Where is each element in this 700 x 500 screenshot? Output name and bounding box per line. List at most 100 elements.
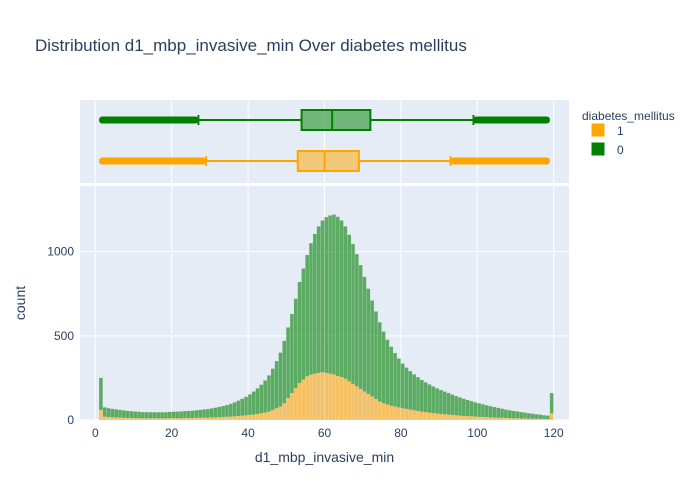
histogram-bar-0: [504, 409, 508, 418]
histogram-bar-0: [530, 413, 535, 419]
histogram-bar-0: [156, 412, 160, 419]
x-tick-label: 0: [92, 426, 99, 440]
histogram-bar-1: [400, 408, 405, 420]
legend-item-0[interactable]: 0: [591, 142, 624, 157]
histogram-bar-0: [488, 406, 493, 418]
histogram-bar-0: [255, 388, 260, 414]
histogram-bar-1: [347, 381, 351, 420]
histogram-bar-1: [198, 417, 202, 420]
legend-item-1[interactable]: 1: [591, 123, 624, 138]
histogram-bar-1: [500, 417, 504, 420]
histogram-bar-1: [118, 417, 122, 420]
histogram-bar-0: [523, 412, 527, 419]
histogram-bar-1: [316, 372, 321, 420]
histogram-bar-0: [133, 411, 138, 419]
histogram-bar-1: [232, 416, 237, 420]
histogram-bar-1: [206, 417, 210, 420]
histogram-bar-0: [175, 411, 180, 419]
histogram-bar-1: [171, 418, 176, 420]
histogram-bar-1: [366, 393, 371, 420]
histogram-bar-0: [393, 352, 397, 407]
histogram-bar-0: [102, 407, 107, 417]
histogram-bar-0: [198, 409, 202, 418]
histogram-bar-1: [446, 414, 451, 420]
histogram-bar-1: [484, 417, 489, 420]
histogram-bars: [99, 214, 554, 420]
histogram-bar-1: [332, 374, 336, 420]
histogram-bar-0: [385, 339, 390, 405]
histogram-bar-1: [255, 413, 260, 420]
histogram-bar-0: [408, 371, 413, 410]
histogram-bar-0: [492, 407, 497, 418]
histogram-bar-1: [412, 410, 416, 420]
histogram-bar-1: [309, 374, 313, 420]
chart-title: Distribution d1_mbp_invasive_min Over di…: [35, 36, 467, 55]
x-tick-label: 80: [394, 426, 408, 440]
histogram-bar-0: [370, 300, 374, 397]
histogram-bar-0: [160, 412, 164, 419]
histogram-bar-0: [339, 220, 344, 378]
histogram-bar-1: [515, 418, 520, 420]
histogram-bar-0: [118, 409, 122, 418]
histogram-bar-1: [488, 417, 493, 420]
legend-label-0: 0: [617, 143, 624, 157]
histogram-bar-0: [355, 254, 359, 387]
histogram-bar-0: [328, 215, 332, 374]
histogram-bar-1: [313, 373, 317, 420]
histogram-bar-1: [290, 393, 294, 420]
histogram-bar-0: [366, 288, 371, 394]
histogram-bar-1: [152, 418, 157, 420]
histogram-bar-1: [473, 416, 478, 420]
histogram-bar-1: [221, 416, 225, 420]
histogram-bar-0: [465, 399, 470, 417]
histogram-bar-1: [148, 418, 153, 420]
histogram-bar-1: [228, 416, 233, 420]
histogram-bar-1: [190, 417, 195, 420]
histogram-bar-0: [519, 412, 523, 419]
histogram-bar-1: [267, 411, 271, 420]
histogram-bar-1: [282, 403, 287, 420]
histogram-bar-1: [236, 415, 241, 420]
histogram-bar-0: [377, 322, 382, 402]
x-tick-label: 120: [544, 426, 564, 440]
histogram-bar-0: [244, 396, 248, 416]
histogram-bar-0: [209, 408, 214, 418]
histogram-bar-0: [183, 411, 187, 418]
histogram-bar-1: [358, 388, 363, 420]
histogram-bar-1: [492, 417, 497, 420]
histogram-bar-0: [267, 375, 271, 412]
y-axis-title: count: [12, 286, 28, 320]
histogram-bar-0: [546, 415, 550, 419]
histogram-bar-1: [114, 417, 118, 420]
histogram-bar-0: [137, 411, 141, 419]
histogram-bar-1: [469, 416, 474, 420]
histogram-bar-1: [141, 418, 145, 420]
histogram-bar-1: [297, 382, 302, 420]
histogram-bar-0: [206, 409, 210, 418]
histogram-bar-1: [393, 406, 397, 420]
x-tick-label: 40: [241, 426, 255, 440]
histogram-bar-0: [263, 380, 267, 413]
legend-swatch-1: [591, 123, 605, 137]
histogram-bar-0: [446, 393, 451, 415]
x-axis-ticks: 0 20 40 60 80 100 120: [92, 426, 564, 440]
histogram-bar-0: [194, 410, 199, 418]
histogram-bar-0: [186, 410, 191, 418]
histogram-bar-1: [477, 416, 481, 420]
histogram-bar-1: [213, 417, 218, 420]
histogram-bar-0: [251, 391, 256, 415]
box-outliers-upper: [450, 157, 550, 165]
histogram-bar-0: [431, 386, 436, 414]
histogram-bar-1: [244, 415, 248, 420]
histogram-bar-0: [297, 281, 302, 383]
histogram-bar-1: [465, 416, 470, 420]
histogram-bar-1: [293, 388, 298, 420]
x-tick-label: 20: [165, 426, 179, 440]
histogram-bar-0: [99, 377, 103, 410]
histogram-bar-0: [213, 407, 218, 418]
legend-label-1: 1: [617, 124, 624, 138]
histogram-bar-0: [469, 401, 474, 417]
histogram-bar-1: [106, 416, 111, 420]
histogram-bar-1: [179, 418, 183, 420]
